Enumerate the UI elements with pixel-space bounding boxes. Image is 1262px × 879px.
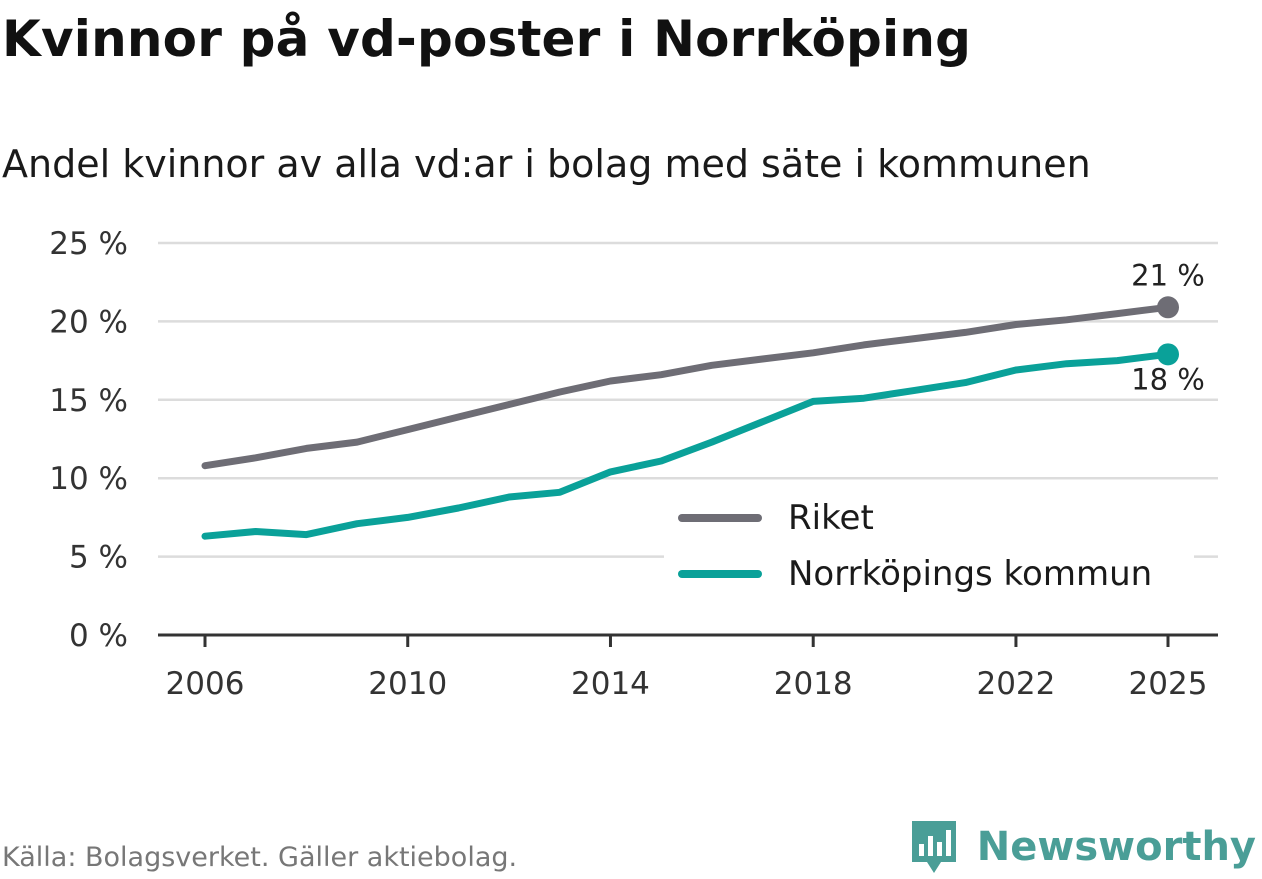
legend-swatch-riket	[678, 514, 762, 522]
series-end-markers: 21 % 18 %	[1131, 258, 1205, 396]
x-tick-label-2018: 2018	[774, 666, 853, 702]
end-marker-riket	[1157, 296, 1179, 319]
y-axis-ticks: 0 % 5 % 10 % 15 % 20 % 25 %	[49, 226, 128, 654]
y-tick-label-0: 0 %	[69, 618, 128, 654]
brand: Newsworthy	[909, 819, 1256, 875]
legend-swatch-norrkoping	[678, 570, 762, 578]
x-tick-label-2025: 2025	[1129, 666, 1208, 702]
legend-label-norrkoping: Norrköpings kommun	[788, 554, 1153, 594]
y-tick-label-10: 10 %	[49, 461, 128, 497]
series-lines	[201, 303, 1172, 540]
series-line-riket	[201, 303, 1172, 470]
y-tick-label-5: 5 %	[69, 540, 128, 576]
source-note: Källa: Bolagsverket. Gäller aktiebolag.	[2, 842, 518, 873]
x-tick-label-2010: 2010	[368, 666, 447, 702]
chart-title: Kvinnor på vd-poster i Norrköping	[2, 10, 972, 68]
end-label-norrk-pings-kommun: 18 %	[1131, 362, 1205, 396]
legend-item-riket: Riket	[678, 498, 874, 538]
x-tick-label-2022: 2022	[976, 666, 1055, 702]
y-tick-label-15: 15 %	[49, 383, 128, 419]
x-tick-label-2014: 2014	[571, 666, 650, 702]
end-label-riket: 21 %	[1131, 258, 1205, 292]
newsworthy-logo-icon	[911, 821, 956, 873]
legend-item-norrkoping: Norrköpings kommun	[678, 554, 1152, 594]
chart-legend: Riket Norrköpings kommun	[664, 492, 1194, 602]
x-axis-ticks: 2006 2010 2014 2018 2022 2025	[166, 635, 1208, 702]
y-tick-label-20: 20 %	[49, 304, 128, 340]
y-tick-label-25: 25 %	[49, 226, 128, 262]
chart-subtitle: Andel kvinnor av alla vd:ar i bolag med …	[2, 142, 1091, 186]
x-tick-label-2006: 2006	[166, 666, 245, 702]
brand-name: Newsworthy	[976, 824, 1256, 870]
end-marker-norrk-pings-kommun	[1157, 343, 1179, 366]
series-line-norrk-pings-kommun	[201, 350, 1172, 540]
legend-label-riket: Riket	[788, 498, 874, 538]
